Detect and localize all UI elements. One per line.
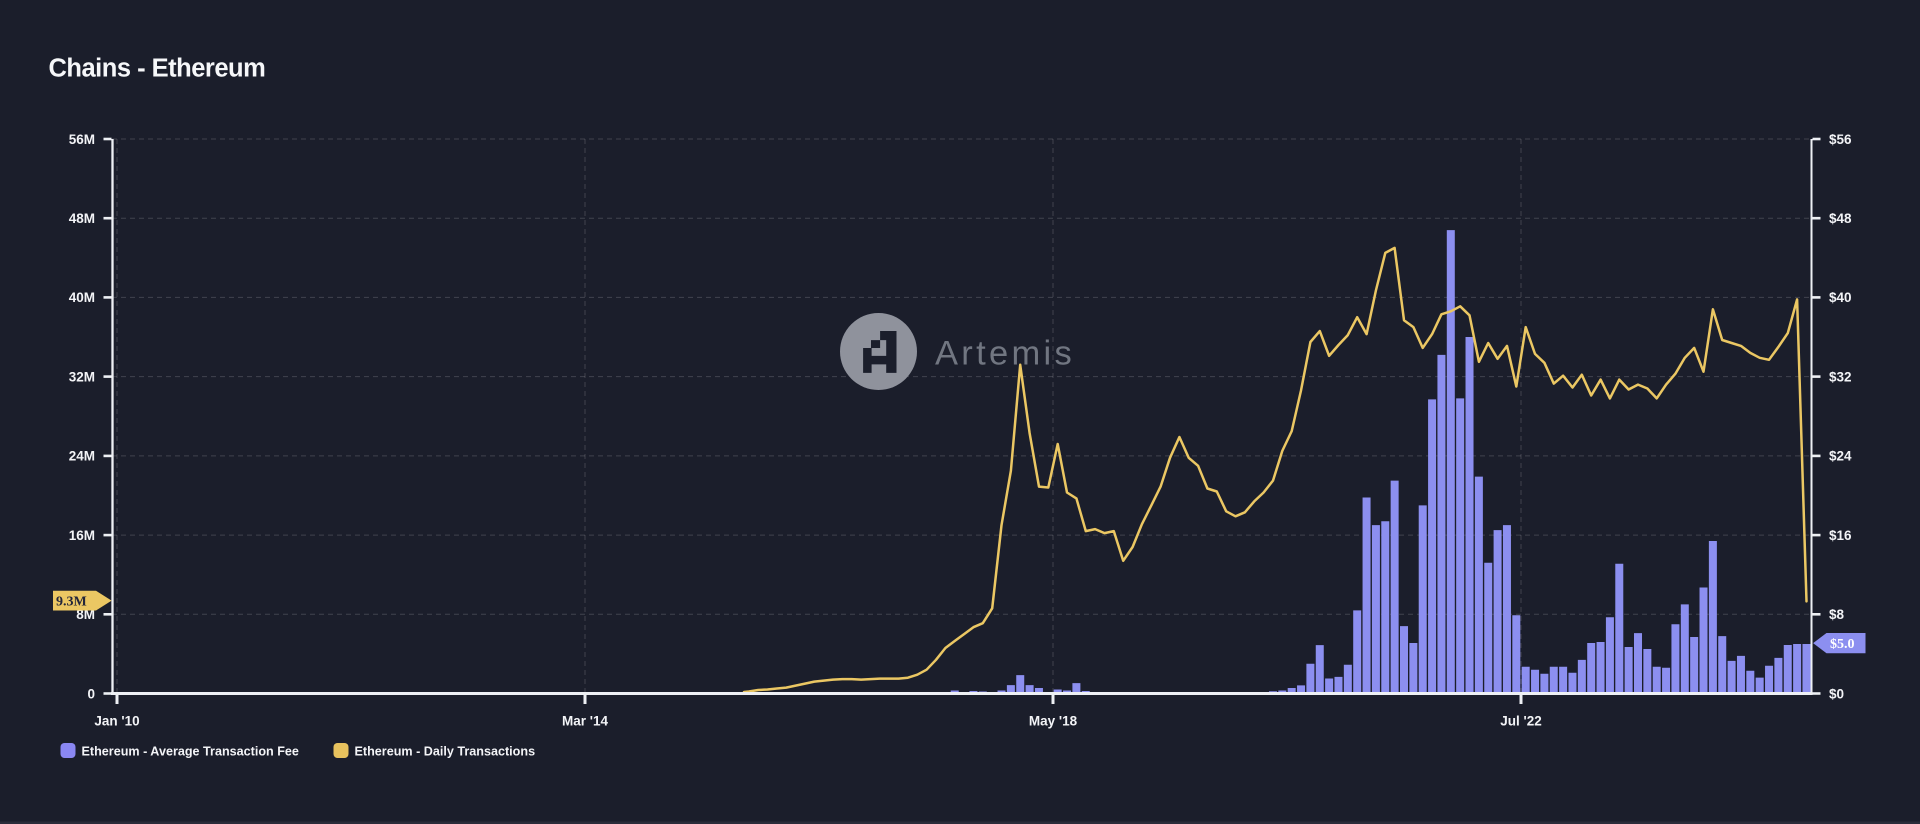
svg-text:$16: $16 [1829,528,1852,543]
svg-text:0: 0 [87,686,95,701]
svg-text:Artemis: Artemis [935,335,1075,373]
svg-text:32M: 32M [69,369,95,384]
svg-text:$0: $0 [1829,686,1844,701]
svg-text:8M: 8M [76,607,95,622]
svg-text:48M: 48M [69,211,95,226]
svg-text:$48: $48 [1829,211,1852,226]
svg-text:56M: 56M [69,132,95,147]
svg-text:$40: $40 [1829,290,1852,305]
svg-text:$24: $24 [1829,449,1852,464]
svg-text:May '18: May '18 [1029,714,1078,729]
svg-text:$32: $32 [1829,369,1852,384]
svg-text:$56: $56 [1829,132,1852,147]
svg-text:Ethereum - Daily Transactions: Ethereum - Daily Transactions [355,745,536,759]
svg-text:16M: 16M [69,528,95,543]
svg-text:Jan '10: Jan '10 [94,714,139,729]
svg-text:Jul '22: Jul '22 [1500,714,1541,729]
svg-text:$8: $8 [1829,607,1845,622]
svg-text:Ethereum - Average Transaction: Ethereum - Average Transaction Fee [82,745,299,759]
svg-text:Chains - Ethereum: Chains - Ethereum [49,55,266,83]
svg-text:40M: 40M [69,290,95,305]
svg-text:$5.0: $5.0 [1830,637,1855,652]
svg-text:24M: 24M [69,449,95,464]
svg-text:9.3M: 9.3M [56,595,87,610]
svg-text:Mar '14: Mar '14 [562,714,608,729]
